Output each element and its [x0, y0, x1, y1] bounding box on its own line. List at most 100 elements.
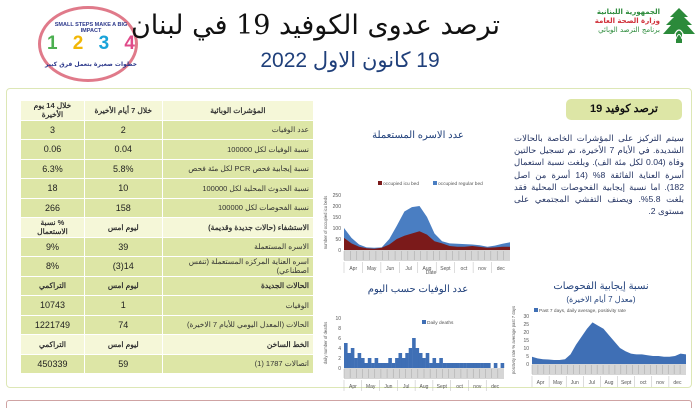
row-value-yesterday: 59	[83, 353, 163, 374]
campaign-steps: 1 2 3 4	[47, 31, 135, 57]
svg-text:occupied icu bed: occupied icu bed	[383, 181, 419, 187]
header-indicators-label: المؤشرات الوبائية	[161, 100, 315, 121]
svg-text:Jul: Jul	[589, 380, 595, 386]
step-3-icon: 3	[98, 33, 110, 54]
svg-text:Sept: Sept	[437, 384, 448, 390]
svg-text:May: May	[367, 266, 377, 272]
step-1-icon: 1	[47, 33, 58, 54]
row-label: اسره العناية المركزه المستعملة (تنفس اصط…	[161, 256, 315, 277]
daily-deaths-plot: 0 2 4 6 8 10 daily number of deaths Apr May Jun Ju…	[323, 316, 505, 391]
svg-text:dec: dec	[491, 384, 500, 390]
chart-title: عدد الاسره المستعملة	[372, 130, 464, 141]
svg-text:Jul: Jul	[403, 384, 409, 390]
row-label: نسبة الفحوصات لكل 100000	[161, 197, 315, 218]
table-row: الاسره المستعملة 39 9%	[20, 236, 315, 257]
row-value-7d: 0.04	[83, 139, 163, 160]
row-value-cumulative: 450339	[20, 353, 85, 374]
svg-text:Apr: Apr	[537, 380, 545, 386]
svg-text:Aug: Aug	[423, 266, 432, 272]
table-header-hospital: الاستشفاء (حالات جديدة وقديمة) ليوم امس …	[20, 217, 315, 238]
svg-text:5: 5	[526, 354, 529, 360]
positivity-chart: نسبة إيجابية الفحوصات (معدل 7 أيام الاخي…	[512, 275, 690, 388]
row-label: الوفيات	[161, 295, 315, 316]
ministry-line-republic: الجمهورية اللبنانية	[596, 8, 660, 16]
svg-text:Jun: Jun	[384, 384, 392, 390]
row-value-cumulative: 10743	[20, 295, 85, 316]
svg-text:Sept: Sept	[440, 266, 451, 272]
svg-text:Date: Date	[426, 270, 437, 275]
svg-text:10: 10	[335, 316, 341, 322]
svg-text:200: 200	[333, 204, 342, 210]
table-row: نسبة الفحوصات لكل 100000 158 266	[20, 197, 315, 218]
table-row: نسبة الحدوث المحلية لكل 100000 10 18	[20, 178, 315, 199]
positivity-plot: 0 5 10 15 20 25 30 positivity rate % average pa…	[512, 306, 686, 387]
indicators-table: المؤشرات الوبائية خلال 7 أيام الأخيرة خل…	[20, 100, 315, 374]
svg-text:Sept: Sept	[621, 380, 632, 386]
ministry-line-ministry: وزارة الصحة العامة	[594, 17, 660, 25]
page-title: ترصد عدوى الكوفيد 19 في لبنان	[130, 10, 500, 41]
row-value-7d: 5.8%	[83, 158, 163, 179]
svg-text:30: 30	[523, 314, 529, 320]
svg-text:250: 250	[333, 193, 342, 199]
svg-text:dec: dec	[497, 266, 506, 272]
svg-text:oct: oct	[456, 384, 463, 390]
svg-text:Apr: Apr	[349, 266, 357, 272]
summary-text: سيتم التركيز على المؤشرات الخاصة بالحالا…	[514, 133, 685, 217]
campaign-slogan-ar: خطوات صغيرة بتعمل فرق كبير	[45, 61, 137, 68]
table-header-hotline: الخط الساخن ليوم امس التراكمي	[20, 334, 315, 355]
summary-title: ترصد كوفيد 19	[566, 99, 682, 120]
row-value-7d: 2	[83, 119, 163, 140]
row-value-usage: 8%	[20, 256, 85, 277]
header-cumulative: التراكمي	[20, 334, 85, 355]
svg-text:100: 100	[333, 226, 342, 232]
svg-text:daily number of deaths: daily number of deaths	[323, 322, 328, 364]
ministry-line-program: برنامج الترصد الوبائي	[598, 26, 660, 34]
svg-text:10: 10	[523, 346, 529, 352]
row-label: عدد الوفيات	[161, 119, 315, 140]
table-row: الحالات (المعدل اليومي للأيام 7 الاخيرة)…	[20, 314, 315, 335]
svg-text:nov: nov	[478, 266, 487, 272]
row-label: نسبة الحدوث المحلية لكل 100000	[161, 178, 315, 199]
ministry-logo: الجمهورية اللبنانية وزارة الصحة العامة ب…	[590, 6, 700, 50]
svg-text:8: 8	[338, 326, 341, 332]
header-14-days: خلال 14 يوم الأخيرة	[20, 100, 85, 121]
svg-text:2: 2	[338, 356, 341, 362]
row-value-yesterday: 39	[83, 236, 163, 257]
table-row: اتصالات 1787 (1) 59 450339	[20, 353, 315, 374]
second-panel-edge	[6, 400, 692, 408]
svg-text:May: May	[553, 380, 563, 386]
page-header: SMALL STEPS MAKE A BIG IMPACT 1 2 3 4 خط…	[0, 0, 700, 88]
header-yesterday: ليوم امس	[83, 275, 163, 296]
header-yesterday: ليوم امس	[83, 217, 163, 238]
row-value-14d: 266	[20, 197, 85, 218]
daily-deaths-chart: عدد الوفيات حسب اليوم 0 2 4 6 8 10 daily numbe…	[322, 278, 514, 391]
svg-text:20: 20	[523, 330, 529, 336]
row-value-usage: 9%	[20, 236, 85, 257]
table-header-indicators: المؤشرات الوبائية خلال 7 أيام الأخيرة خل…	[20, 100, 315, 121]
row-value-14d: 3	[20, 119, 85, 140]
row-value-yesterday: 14(3)	[83, 256, 163, 277]
svg-text:Past 7 days, daily average, po: Past 7 days, daily average, positivity r…	[539, 308, 626, 314]
header-7-days: خلال 7 أيام الأخيرة	[83, 100, 163, 121]
row-value-14d: 6.3%	[20, 158, 85, 179]
table-row: الوفيات 1 10743	[20, 295, 315, 316]
svg-text:50: 50	[335, 237, 341, 243]
chart-subtitle: (معدل 7 أيام الاخيرة)	[566, 295, 636, 304]
row-label: اتصالات 1787 (1)	[161, 353, 315, 374]
svg-text:Jun: Jun	[571, 380, 579, 386]
header-hotline-label: الخط الساخن	[161, 334, 315, 355]
step-2-icon: 2	[72, 33, 84, 54]
header-usage-pct: % نسبة الاستعمال	[20, 217, 85, 238]
chart-title: نسبة إيجابية الفحوصات	[553, 281, 649, 292]
report-date: 19 كانون الاول 2022	[260, 49, 440, 72]
cedar-icon	[663, 8, 695, 43]
row-label: الاسره المستعملة	[161, 236, 315, 257]
step-4-icon: 4	[124, 33, 135, 54]
svg-text:4: 4	[338, 346, 341, 352]
svg-text:number of occupied icu beds: number of occupied icu beds	[323, 196, 328, 250]
campaign-slogan-en: SMALL STEPS MAKE A BIG IMPACT	[54, 22, 128, 34]
chart-title: عدد الوفيات حسب اليوم	[367, 284, 469, 295]
row-value-14d: 0.06	[20, 139, 85, 160]
svg-text:Apr: Apr	[349, 384, 357, 390]
svg-text:occupied regular bed: occupied regular bed	[438, 181, 483, 187]
